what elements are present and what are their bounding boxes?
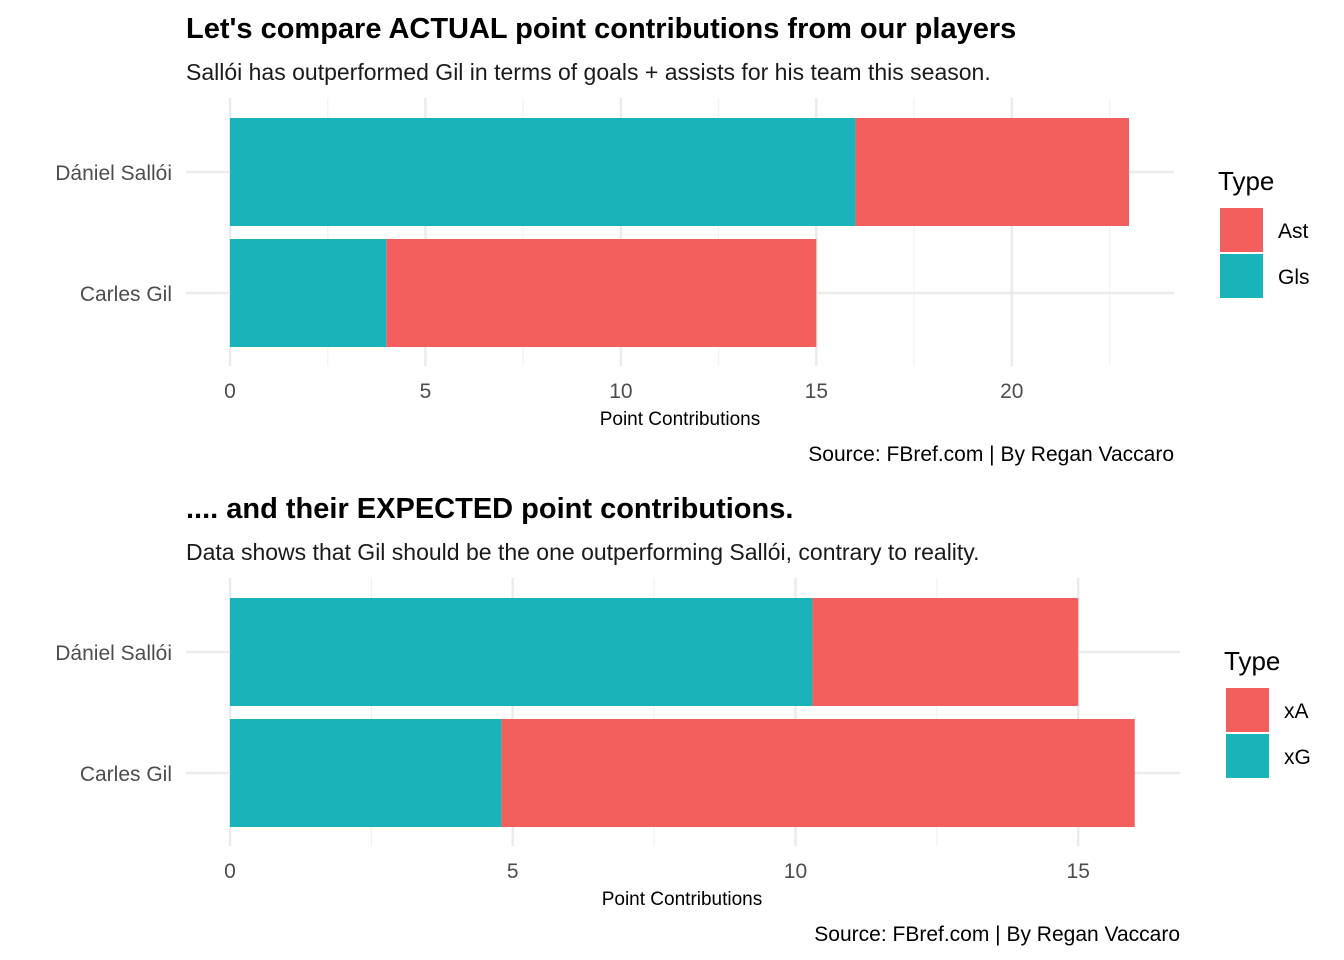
chart2-legend-label-xg: xG	[1284, 746, 1311, 769]
chart1-caption: Source: FBref.com | By Regan Vaccaro	[808, 443, 1174, 466]
chart2-xtick-label-10: 10	[784, 860, 807, 883]
chart1-legend-label-ast: Ast	[1278, 220, 1309, 243]
chart1-xtick-label-15: 15	[805, 380, 828, 403]
chart2-xtick-label-0: 0	[224, 860, 236, 883]
chart1-xtick-label-0: 0	[224, 380, 236, 403]
chart2-bar-xa-0	[812, 598, 1079, 706]
chart1-title: Let's compare ACTUAL point contributions…	[186, 13, 1016, 45]
chart1-xtick-label-20: 20	[1000, 380, 1023, 403]
chart1-legend-swatch-gls	[1220, 254, 1263, 298]
chart1-legend-label-gls: Gls	[1278, 266, 1310, 289]
chart2-xtick-label-5: 5	[507, 860, 519, 883]
chart2-title: .... and their EXPECTED point contributi…	[186, 493, 793, 525]
chart1-legend-swatch-ast	[1220, 208, 1263, 252]
chart2-x-axis-label: Point Contributions	[602, 889, 763, 910]
chart1-bar-ast-1	[386, 239, 817, 347]
chart2-legend-label-xa: xA	[1284, 700, 1309, 723]
chart2-subtitle: Data shows that Gil should be the one ou…	[186, 539, 980, 565]
chart2-legend-title: Type	[1224, 646, 1280, 676]
chart1-x-axis-label: Point Contributions	[600, 409, 761, 430]
chart1-ytick-label-1: Carles Gil	[80, 283, 172, 306]
chart1-bar-ast-0	[855, 118, 1130, 226]
chart1-xtick-label-10: 10	[609, 380, 632, 403]
chart1-xtick-label-5: 5	[420, 380, 432, 403]
chart2-legend-swatch-xg	[1226, 734, 1269, 778]
chart1-ytick-label-0: Dániel Sallói	[55, 162, 172, 185]
chart2-caption: Source: FBref.com | By Regan Vaccaro	[814, 923, 1180, 946]
chart2-xtick-label-15: 15	[1067, 860, 1090, 883]
chart1-legend-title: Type	[1218, 166, 1274, 196]
chart2-bar-xg-0	[230, 598, 813, 706]
chart2-ytick-label-0: Dániel Sallói	[55, 642, 172, 665]
chart2-legend-swatch-xa	[1226, 688, 1269, 732]
chart2-bar-xa-1	[501, 719, 1135, 827]
chart1-bar-gls-1	[230, 239, 387, 347]
chart2-ytick-label-1: Carles Gil	[80, 763, 172, 786]
chart1-bar-gls-0	[230, 118, 856, 226]
chart2-bar-xg-1	[230, 719, 502, 827]
chart1-subtitle: Sallói has outperformed Gil in terms of …	[186, 59, 991, 85]
